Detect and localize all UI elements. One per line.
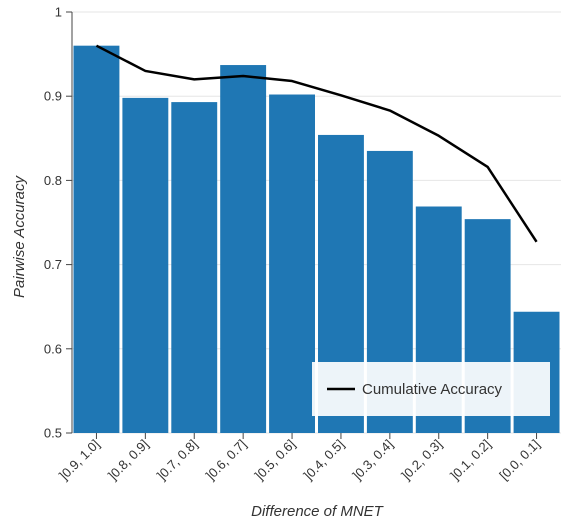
cumulative-line-layer (95, 44, 538, 243)
y-tick-label: 0.5 (44, 426, 62, 441)
y-tick-label: 0.8 (44, 173, 62, 188)
x-tick-label: ]0.6, 0.7] (203, 437, 249, 483)
x-tick-label: ]0.9, 1.0] (56, 437, 102, 483)
legend-label: Cumulative Accuracy (362, 381, 503, 398)
y-axis-title: Pairwise Accuracy (11, 175, 28, 298)
bar (73, 45, 120, 434)
y-tick-label: 1 (55, 5, 62, 20)
x-tick-label: ]0.8, 0.9] (105, 437, 151, 483)
x-tick-label: ]0.7, 0.8] (154, 437, 200, 483)
x-tick-label: ]0.1, 0.2] (447, 437, 493, 483)
y-tick-label: 0.6 (44, 341, 62, 356)
x-tick-label: ]0.4, 0.5] (301, 437, 347, 483)
legend: Cumulative Accuracy (312, 362, 550, 416)
bar (220, 65, 267, 434)
bar (171, 102, 218, 434)
x-tick-label: ]0.2, 0.3] (398, 437, 444, 483)
bar (122, 97, 169, 433)
bar (269, 94, 315, 434)
x-tick-label: ]0.5, 0.6] (252, 437, 298, 483)
x-tick-label: [0.0, 0.1] (496, 437, 542, 483)
y-tick-label: 0.7 (44, 257, 62, 272)
x-axis-title: Difference of MNET (251, 503, 385, 520)
cumulative-accuracy-line (95, 44, 538, 243)
x-tick-label: ]0.3, 0.4] (350, 437, 396, 483)
y-tick-label: 0.9 (44, 89, 62, 104)
